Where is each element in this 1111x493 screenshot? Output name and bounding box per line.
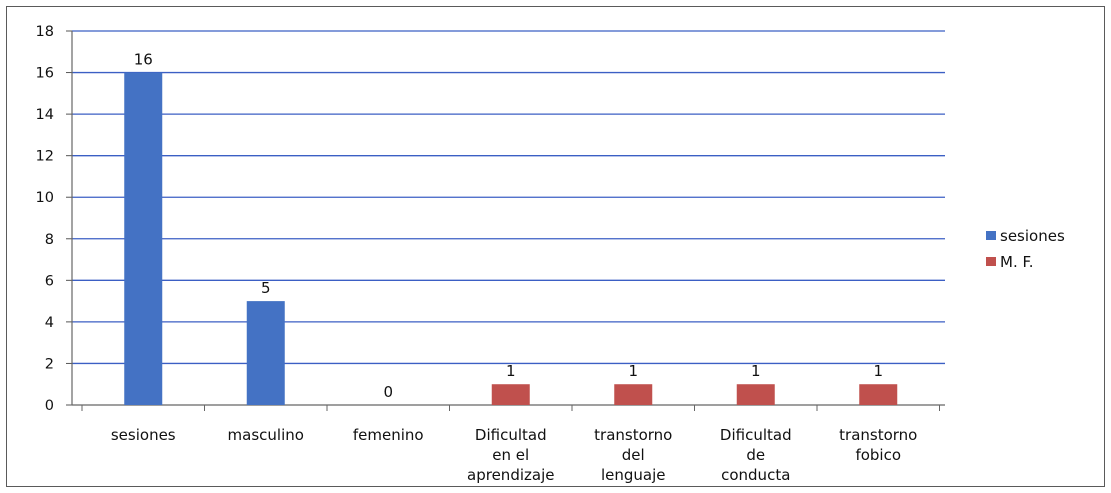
x-category-label: Dificultad — [475, 426, 547, 444]
chart-frame — [6, 6, 1105, 487]
x-category-label: conducta — [721, 466, 790, 484]
y-tick-label: 0 — [45, 398, 54, 414]
x-category-label: del — [622, 446, 645, 464]
x-category-label: transtorno — [594, 426, 672, 444]
data-label: 0 — [383, 383, 393, 401]
legend-swatch — [986, 231, 996, 240]
y-tick-label: 12 — [36, 149, 54, 165]
y-tick-label: 16 — [36, 66, 54, 82]
x-category-label: lenguaje — [601, 466, 666, 484]
data-label: 1 — [628, 362, 638, 380]
x-category-label: femenino — [353, 426, 424, 444]
y-tick-label: 14 — [36, 107, 54, 123]
y-tick-label: 18 — [36, 24, 54, 40]
y-tick-label: 4 — [45, 315, 54, 331]
legend-label: sesiones — [1000, 227, 1065, 245]
x-category-label: transtorno — [839, 426, 917, 444]
y-tick-label: 10 — [36, 190, 54, 206]
x-category-label: de — [746, 446, 765, 464]
legend-swatch — [986, 257, 996, 266]
bar — [859, 384, 898, 405]
data-label: 16 — [134, 51, 153, 69]
bar — [491, 384, 530, 405]
bar — [736, 384, 775, 405]
y-tick-label: 2 — [45, 356, 54, 372]
x-category-label: en el — [492, 446, 529, 464]
data-label: 1 — [506, 362, 516, 380]
x-category-label: aprendizaje — [467, 466, 554, 484]
data-label: 1 — [873, 362, 883, 380]
x-category-label: masculino — [228, 426, 304, 444]
x-category-label: sesiones — [111, 426, 176, 444]
data-label: 1 — [751, 362, 761, 380]
y-tick-label: 6 — [45, 273, 54, 289]
x-category-label: fobico — [855, 446, 901, 464]
bar — [246, 301, 285, 405]
y-tick-label: 8 — [45, 232, 54, 248]
bar — [124, 72, 163, 406]
data-label: 5 — [261, 279, 271, 297]
x-category-label: Dificultad — [720, 426, 792, 444]
bar — [614, 384, 653, 405]
legend-label: M. F. — [1000, 253, 1033, 271]
